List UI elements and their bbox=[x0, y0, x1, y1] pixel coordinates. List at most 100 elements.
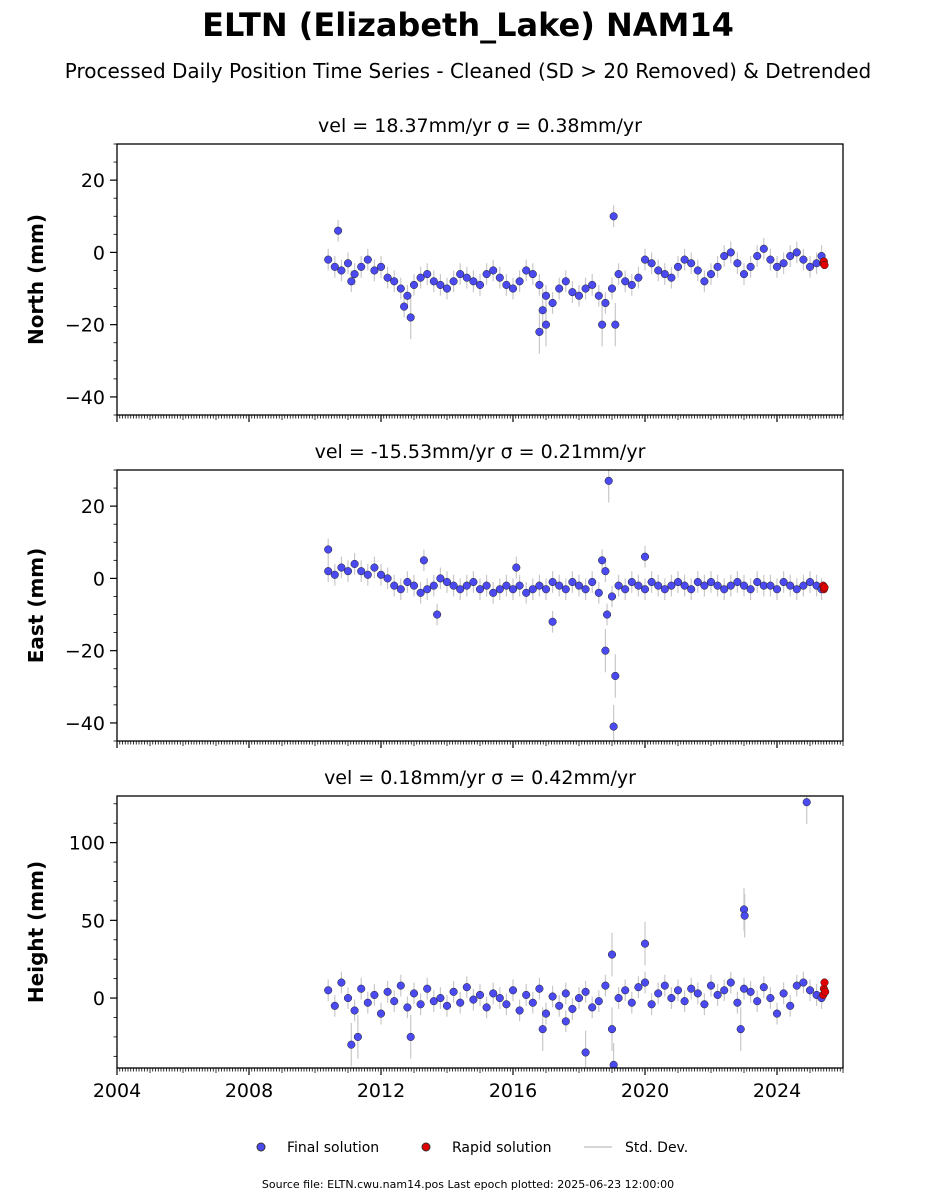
plot-area bbox=[324, 470, 829, 741]
x-tick-label: 2024 bbox=[753, 1080, 801, 1102]
final-solution-point bbox=[406, 313, 415, 322]
final-solution-point bbox=[396, 284, 405, 293]
final-solution-point bbox=[654, 989, 663, 998]
final-solution-point bbox=[604, 476, 613, 485]
final-solution-point bbox=[687, 259, 696, 268]
final-solution-point bbox=[423, 585, 432, 594]
final-solution-point bbox=[720, 251, 729, 261]
final-solution-point bbox=[469, 995, 478, 1004]
final-solution-point bbox=[512, 563, 521, 572]
final-solution-point bbox=[561, 1017, 570, 1026]
final-solution-point bbox=[614, 994, 623, 1003]
final-solution-point bbox=[357, 567, 366, 576]
final-solution-point bbox=[581, 987, 590, 996]
final-solution-point bbox=[489, 588, 498, 597]
final-solution-point bbox=[667, 994, 676, 1003]
final-solution-point bbox=[660, 270, 669, 279]
final-solution-point bbox=[383, 273, 392, 282]
x-tick-label: 2012 bbox=[357, 1080, 405, 1102]
final-solution-point bbox=[353, 1032, 362, 1041]
final-solution-point bbox=[429, 997, 438, 1006]
final-solution-point bbox=[495, 585, 504, 594]
final-solution-point bbox=[462, 983, 471, 992]
final-solution-point bbox=[383, 574, 392, 583]
final-solution-point bbox=[680, 581, 689, 590]
final-solution-point bbox=[647, 1000, 656, 1009]
final-solution-point bbox=[706, 577, 716, 587]
final-solution-point bbox=[733, 998, 742, 1007]
final-solution-point bbox=[508, 986, 518, 995]
final-solution-point bbox=[598, 556, 607, 565]
final-solution-point bbox=[535, 327, 544, 336]
panel-title: vel = 0.18mm/yr σ = 0.42mm/yr bbox=[324, 767, 636, 789]
final-solution-point bbox=[700, 277, 709, 286]
final-solution-point bbox=[581, 284, 590, 293]
final-solution-point bbox=[469, 577, 478, 587]
final-solution-point bbox=[324, 986, 333, 995]
final-solution-point bbox=[654, 266, 663, 275]
final-solution-point bbox=[522, 266, 531, 275]
final-solution-point bbox=[541, 585, 551, 594]
final-solution-point bbox=[621, 277, 630, 286]
final-solution-point bbox=[400, 302, 409, 311]
final-solution-point bbox=[611, 320, 620, 329]
final-solution-point bbox=[581, 1048, 590, 1057]
final-solution-point bbox=[456, 998, 465, 1007]
final-solution-point bbox=[396, 585, 405, 594]
final-solution-point bbox=[739, 581, 749, 590]
final-solution-point bbox=[508, 284, 518, 293]
final-solution-point bbox=[574, 581, 584, 590]
final-solution-point bbox=[429, 277, 438, 286]
final-solution-point bbox=[337, 266, 346, 275]
y-tick-label: 20 bbox=[81, 170, 105, 192]
plot-area bbox=[324, 796, 830, 1068]
y-tick-label: 50 bbox=[81, 910, 105, 932]
final-solution-point bbox=[607, 950, 617, 959]
final-solution-point bbox=[687, 984, 696, 993]
final-solution-point bbox=[634, 983, 643, 992]
final-solution-point bbox=[736, 1025, 745, 1034]
final-solution-point bbox=[449, 581, 458, 590]
panel-title: vel = -15.53mm/yr σ = 0.21mm/yr bbox=[315, 441, 646, 463]
y-tick-label: −20 bbox=[65, 641, 105, 663]
final-solution-point bbox=[647, 577, 656, 587]
final-solution-point bbox=[667, 581, 676, 590]
final-solution-point bbox=[433, 610, 442, 619]
final-solution-point bbox=[574, 291, 584, 300]
final-solution-point bbox=[667, 273, 676, 282]
final-solution-point bbox=[706, 981, 716, 990]
final-solution-point bbox=[640, 552, 650, 561]
final-solution-point bbox=[324, 255, 333, 264]
final-solution-point bbox=[370, 563, 379, 572]
final-solution-point bbox=[720, 585, 729, 594]
final-solution-point bbox=[594, 291, 603, 300]
final-solution-point bbox=[614, 270, 623, 279]
y-tick-label: −20 bbox=[65, 315, 105, 337]
final-solution-point bbox=[416, 273, 425, 282]
final-solution-point bbox=[746, 262, 755, 271]
final-solution-point bbox=[607, 284, 617, 293]
final-solution-point bbox=[334, 226, 343, 235]
final-solution-point bbox=[343, 994, 353, 1003]
final-solution-point bbox=[792, 981, 801, 990]
y-tick-label: 0 bbox=[93, 242, 105, 264]
x-tick-label: 2008 bbox=[225, 1080, 273, 1102]
final-solution-point bbox=[726, 581, 735, 590]
final-solution-point bbox=[482, 581, 491, 590]
final-solution-point bbox=[555, 581, 564, 590]
final-solution-point bbox=[390, 277, 399, 286]
final-solution-point bbox=[713, 262, 722, 271]
final-solution-point bbox=[403, 1003, 412, 1012]
final-solution-point bbox=[363, 570, 372, 579]
final-solution-point bbox=[799, 255, 808, 264]
rapid-solution-point bbox=[821, 987, 830, 996]
legend-rapid-label: Rapid solution bbox=[452, 1140, 552, 1156]
final-solution-point bbox=[343, 567, 353, 576]
final-solution-point bbox=[802, 798, 811, 807]
final-solution-point bbox=[396, 981, 405, 990]
final-solution-point bbox=[609, 1060, 618, 1068]
final-solution-point bbox=[403, 577, 412, 587]
x-tick-label: 2016 bbox=[489, 1080, 537, 1102]
chart-panel-2: vel = -15.53mm/yr σ = 0.21mm/yr East (mm)… bbox=[24, 441, 844, 748]
